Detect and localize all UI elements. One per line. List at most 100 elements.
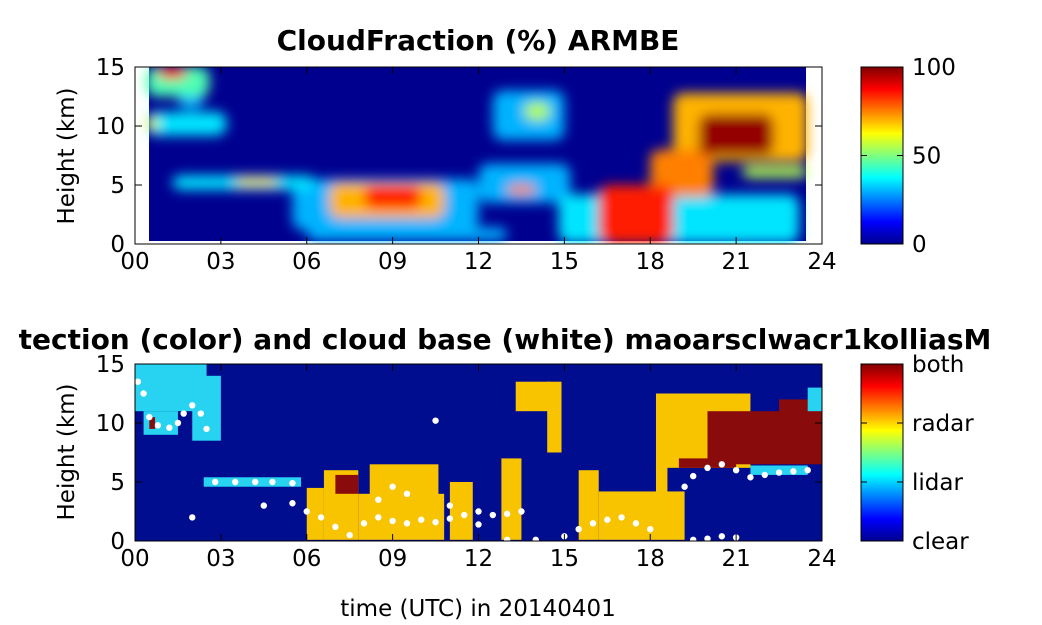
y-tick-label-top: 0 (110, 232, 125, 258)
cloud-base-point (775, 469, 783, 476)
detection-cell-radar (655, 464, 668, 494)
x-tick-label-top: 06 (292, 249, 321, 275)
chart-title-top: CloudFraction (%) ARMBE (277, 24, 680, 57)
cloud-base-point (718, 533, 726, 540)
cloud-base-point (180, 410, 187, 417)
detection-cell-radar (547, 381, 562, 453)
cloud-fraction-cell (306, 227, 508, 241)
cloud-base-point (174, 419, 182, 427)
cloud-fraction-cell (146, 111, 227, 136)
x-tick-label-bottom: 21 (721, 546, 750, 572)
cloud-base-point (718, 461, 726, 468)
cloud-base-point (732, 467, 740, 474)
x-tick-label-bottom: 12 (464, 546, 493, 572)
cloud-fraction-cell (558, 194, 800, 243)
cloud-base-point (704, 535, 711, 541)
y-axis-label-bottom: Height (km) (54, 383, 80, 520)
x-tick-label-top: 09 (378, 249, 407, 275)
cloud-base-point (375, 514, 382, 521)
cloud-fraction-cell (507, 185, 536, 195)
cloud-base-point (475, 508, 482, 515)
colorbar-top (860, 66, 904, 245)
y-tick-label-top: 5 (110, 173, 125, 199)
cloud-base-point (135, 378, 142, 385)
detection-cell-lidar (807, 387, 822, 412)
cloud-base-point (532, 536, 539, 541)
cloud-base-point (140, 390, 147, 397)
cloud-base-point (197, 410, 205, 417)
cloud-base-point (289, 500, 296, 507)
cloud-base-point (189, 514, 196, 521)
x-tick-label-bottom: 06 (292, 546, 321, 572)
cloud-base-point (503, 536, 511, 541)
cloud-base-point (289, 479, 296, 487)
cloud-fraction-cell (598, 185, 674, 243)
plot-area-top (134, 66, 823, 245)
cloud-base-point (704, 464, 711, 472)
colorbar-label-top: 0 (912, 232, 927, 258)
cloud-base-point (389, 517, 396, 525)
x-tick-label-top: 24 (807, 249, 836, 275)
cloud-base-point (589, 520, 597, 527)
cloud-base-point (154, 422, 162, 429)
x-tick-label-top: 21 (721, 249, 750, 275)
cloud-base-point (418, 516, 425, 523)
cloud-base-point (689, 472, 697, 480)
cloud-base-point (790, 468, 797, 475)
cloud-base-point (231, 478, 239, 486)
cloud-base-point (518, 508, 525, 515)
x-axis-label-bottom: time (UTC) in 20140401 (340, 596, 615, 622)
y-axis-label-top: Height (km) (54, 87, 80, 224)
detection-cell-radar (515, 381, 551, 412)
x-tick-label-top: 12 (464, 249, 493, 275)
colorbar-label-bottom: radar (912, 411, 974, 437)
detection-cell-radar (306, 487, 324, 540)
cloud-base-point (211, 478, 219, 486)
cloud-fraction-cell (235, 177, 279, 187)
cloud-base-point (375, 496, 382, 503)
x-tick-label-top: 00 (120, 249, 149, 275)
colorbar-label-bottom: both (912, 352, 964, 378)
cloud-base-point (166, 424, 173, 431)
cloud-base-point (647, 526, 654, 533)
cloud-base-point (303, 508, 310, 515)
x-tick-label-bottom: 15 (550, 546, 579, 572)
colorbar-bottom (860, 363, 904, 542)
detection-cell-both (149, 417, 156, 429)
y-tick-label-bottom: 10 (96, 411, 125, 437)
x-tick-label-bottom: 03 (206, 546, 235, 572)
detection-cell-radar (598, 491, 685, 540)
cloud-base-point (747, 474, 754, 481)
cloud-base-point (346, 531, 353, 539)
cloud-base-point (503, 510, 511, 518)
cloud-base-point (189, 402, 196, 409)
cloud-fraction-cell (146, 116, 158, 131)
colorbar-label-top: 100 (912, 55, 956, 81)
detection-cell-radar (358, 493, 445, 540)
x-tick-label-bottom: 24 (807, 546, 836, 572)
cloud-base-point (489, 511, 497, 519)
cloud-fraction-cell (157, 67, 187, 79)
cloud-fraction-cell (650, 149, 714, 197)
detection-cell-radar (501, 458, 522, 540)
cloud-base-point (269, 478, 276, 486)
cloud-base-point (475, 521, 482, 528)
y-tick-label-top: 15 (96, 55, 125, 81)
x-tick-label-bottom: 09 (378, 546, 407, 572)
cloud-base-point (403, 490, 411, 497)
cloud-fraction-cell (741, 166, 808, 178)
colorbar-label-top: 50 (912, 144, 941, 170)
cloud-base-point (432, 518, 439, 526)
cloud-base-point (360, 520, 368, 527)
cloud-base-point (317, 514, 325, 521)
cloud-base-point (604, 516, 611, 523)
colorbar-label-bottom: clear (912, 529, 969, 555)
cloud-base-point (681, 483, 688, 490)
y-tick-label-bottom: 15 (96, 352, 125, 378)
x-tick-label-bottom: 00 (120, 546, 149, 572)
x-tick-label-top: 15 (550, 249, 579, 275)
cloud-base-point (575, 526, 582, 533)
x-tick-label-top: 18 (636, 249, 665, 275)
cloud-base-point (260, 502, 268, 509)
